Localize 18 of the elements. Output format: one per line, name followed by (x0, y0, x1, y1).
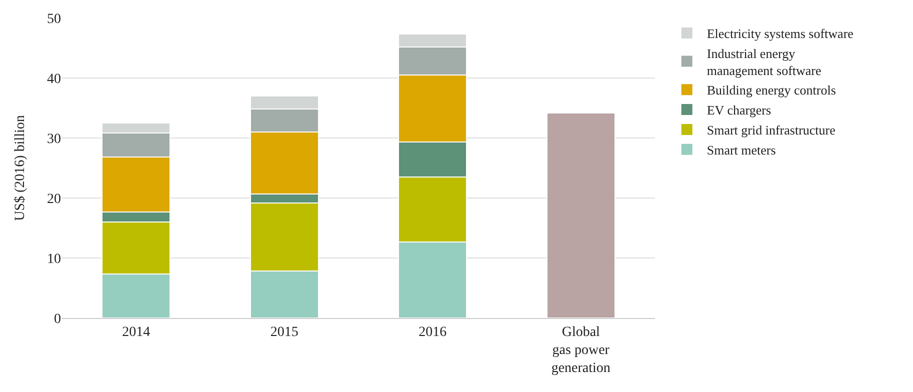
x-tick-label: 2015 (270, 324, 298, 340)
y-tick-label: 10 (47, 252, 61, 267)
x-tick-label: 2016 (418, 324, 447, 340)
y-tick-label: 40 (47, 72, 61, 87)
legend-label: Building energy controls (706, 82, 836, 98)
legend-label: Smart grid infrastructure (706, 122, 836, 138)
x-tick-label: 2014 (122, 324, 150, 340)
legend-label: Smart meters (706, 142, 776, 158)
legend-label: Industrial energy management software (706, 46, 822, 78)
legend-label: Electricity systems software (706, 26, 854, 42)
y-tick-label: 50 (47, 12, 61, 27)
y-axis-title: US$ (2016) billion (13, 115, 28, 221)
y-tick-label: 20 (47, 192, 61, 207)
x-tick-label: Global gas power generation (551, 324, 610, 376)
bar (546, 112, 616, 318)
y-tick-label: 0 (54, 312, 61, 327)
y-tick-label: 30 (47, 132, 61, 147)
legend-label: EV chargers (706, 102, 771, 118)
